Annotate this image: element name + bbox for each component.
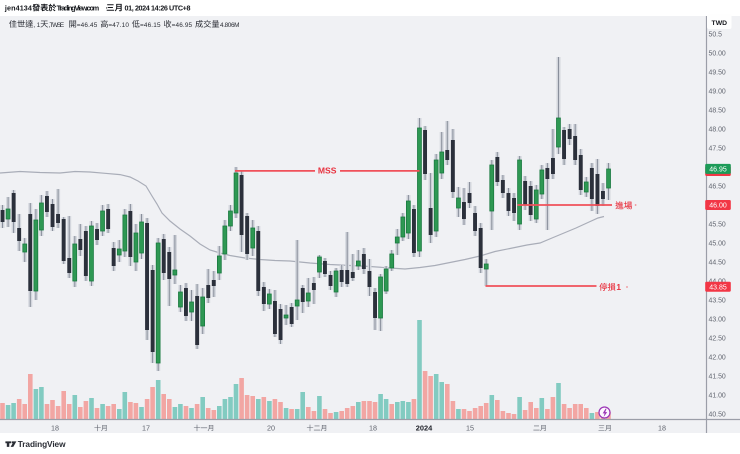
- svg-text:50.00: 50.00: [709, 51, 726, 58]
- svg-text:49.50: 49.50: [709, 70, 726, 77]
- svg-text:40.50: 40.50: [709, 412, 726, 419]
- svg-text:41.50: 41.50: [709, 374, 726, 381]
- svg-text:43.00: 43.00: [709, 317, 726, 324]
- svg-text:·: ·: [106, 4, 108, 13]
- svg-text:15: 15: [466, 424, 474, 433]
- svg-text:TradingView: TradingView: [18, 439, 66, 449]
- svg-text:41.00: 41.00: [709, 393, 726, 400]
- svg-text:1: 1: [616, 282, 621, 292]
- svg-text:44.50: 44.50: [709, 260, 726, 267]
- svg-text:18: 18: [369, 424, 377, 433]
- svg-text:43.85: 43.85: [709, 284, 727, 291]
- svg-text:MSS: MSS: [318, 166, 337, 176]
- svg-text:47.50: 47.50: [709, 146, 726, 153]
- svg-text:18: 18: [658, 424, 666, 433]
- svg-text:45.50: 45.50: [709, 222, 726, 229]
- svg-text:TWD: TWD: [712, 20, 728, 27]
- svg-text:17: 17: [142, 424, 150, 433]
- svg-text:=46.15: =46.15: [140, 22, 161, 29]
- svg-text:48.50: 48.50: [709, 108, 726, 115]
- svg-text:=47.10: =47.10: [108, 22, 129, 29]
- svg-text:=46.95: =46.95: [172, 22, 193, 29]
- svg-text:4.806M: 4.806M: [220, 22, 240, 29]
- svg-text:43.50: 43.50: [709, 298, 726, 305]
- svg-text:, TWSE: , TWSE: [49, 22, 65, 29]
- svg-text:46.50: 46.50: [709, 184, 726, 191]
- svg-text:49.00: 49.00: [709, 89, 726, 96]
- svg-text:48.00: 48.00: [709, 127, 726, 134]
- svg-text:46.95: 46.95: [709, 167, 727, 174]
- svg-text:jen4134: jen4134: [4, 4, 32, 13]
- svg-text:20: 20: [267, 424, 275, 433]
- svg-text:42.00: 42.00: [709, 355, 726, 362]
- svg-text:01, 2024 14:26 UTC+8: 01, 2024 14:26 UTC+8: [125, 4, 191, 13]
- svg-text:=46.45: =46.45: [77, 22, 98, 29]
- svg-text:46.00: 46.00: [709, 203, 727, 210]
- svg-text:50.5: 50.5: [709, 32, 723, 39]
- svg-text:45.00: 45.00: [709, 241, 726, 248]
- svg-text:TradingView.com: TradingView.com: [57, 4, 100, 13]
- svg-text:2024: 2024: [416, 424, 433, 433]
- svg-text:, 1: , 1: [33, 22, 40, 29]
- svg-text:18: 18: [51, 424, 59, 433]
- svg-text:42.50: 42.50: [709, 336, 726, 343]
